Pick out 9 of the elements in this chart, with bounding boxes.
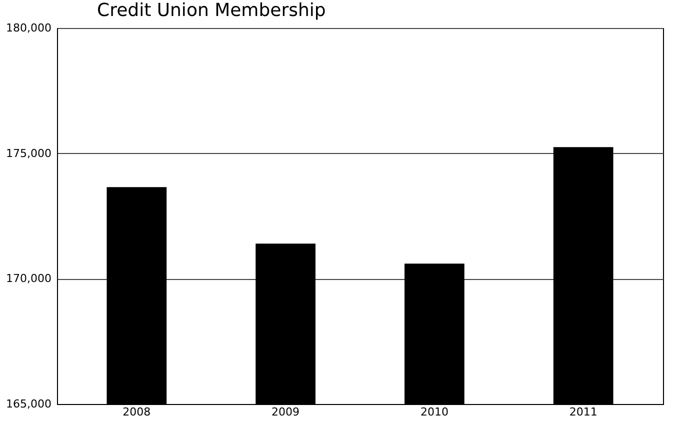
y-tick-label: 175,000 (6, 146, 52, 160)
y-tick-label: 180,000 (6, 22, 52, 34)
x-tick-label: 2008 (122, 406, 151, 418)
chart-title: Credit Union Membership (97, 0, 326, 21)
x-tick-label: 2011 (569, 406, 598, 418)
y-tick-label: 165,000 (6, 398, 52, 410)
x-tick-label: 2009 (272, 406, 300, 418)
y-tick-label: 170,000 (6, 272, 52, 286)
x-tick-label: 2010 (420, 406, 448, 418)
